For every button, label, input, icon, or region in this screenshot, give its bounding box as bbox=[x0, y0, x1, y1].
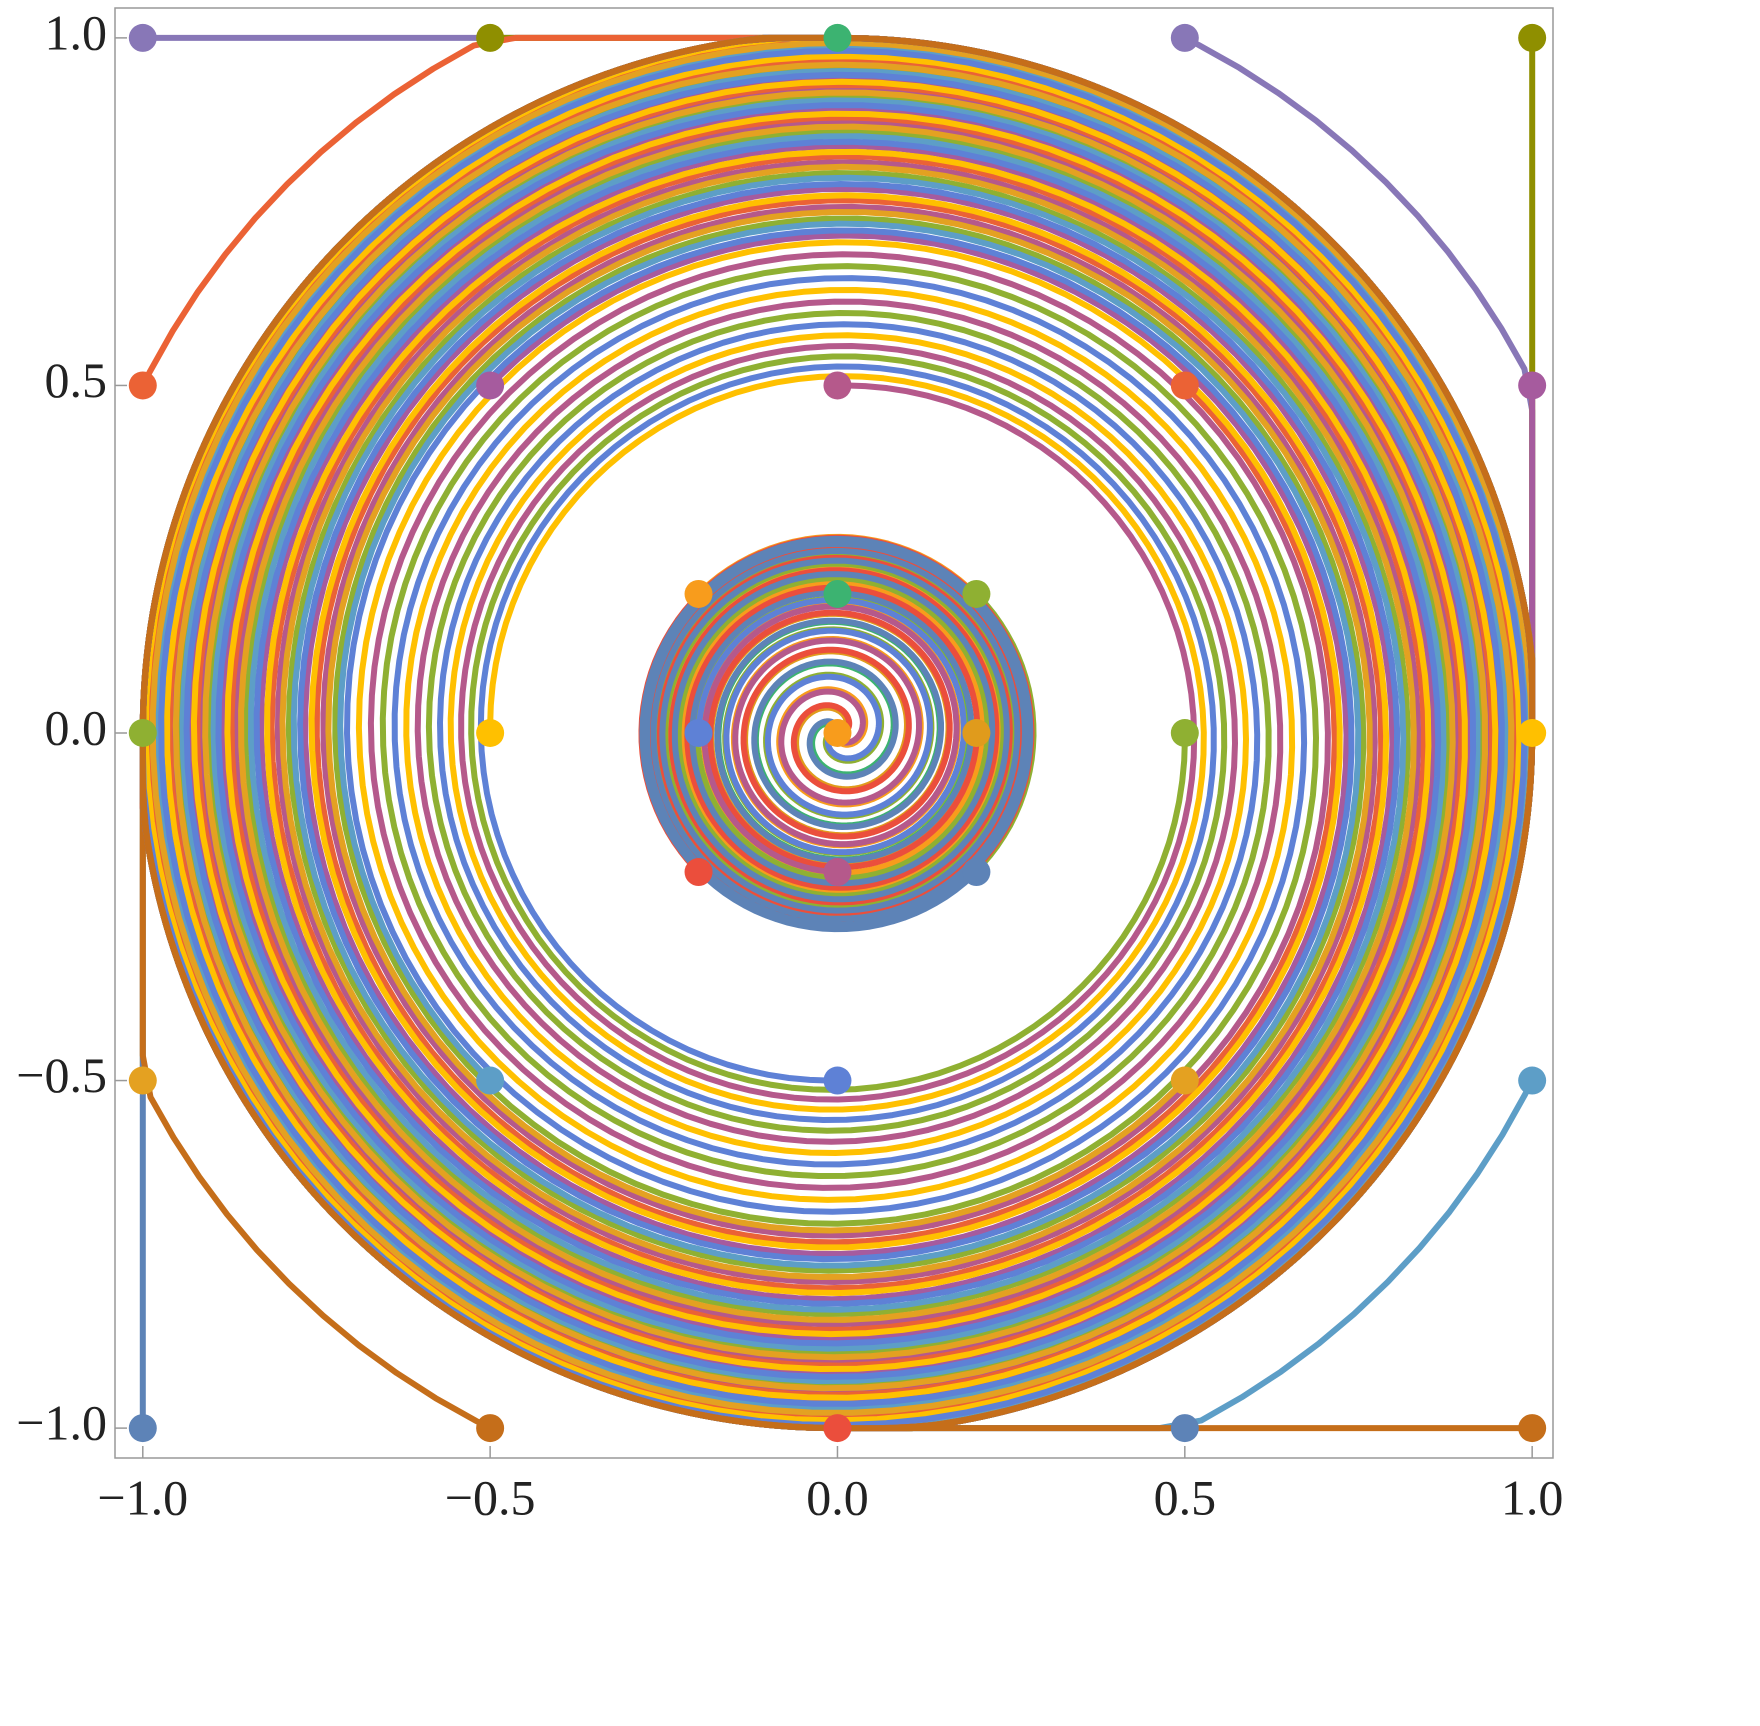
start-point bbox=[1170, 371, 1199, 400]
trajectory bbox=[639, 535, 1034, 933]
x-tick-label: 1.0 bbox=[1501, 1469, 1564, 1525]
start-point bbox=[476, 1066, 505, 1095]
start-point bbox=[1518, 23, 1547, 52]
start-point bbox=[823, 371, 852, 400]
trajectories bbox=[139, 34, 1536, 1432]
start-point bbox=[128, 1414, 157, 1443]
start-point bbox=[1170, 719, 1199, 747]
y-tick-label: 0.0 bbox=[45, 699, 108, 755]
marks bbox=[128, 23, 1547, 1443]
trajectory bbox=[139, 34, 1536, 1432]
start-point bbox=[823, 1414, 852, 1443]
y-tick-label: −0.5 bbox=[16, 1047, 107, 1103]
y-tick-label: 0.5 bbox=[45, 352, 108, 408]
start-point bbox=[476, 23, 505, 52]
start-point bbox=[1518, 1066, 1547, 1095]
start-point bbox=[684, 858, 713, 887]
start-point bbox=[962, 858, 991, 887]
x-tick-label: −0.5 bbox=[445, 1469, 536, 1525]
start-point bbox=[962, 719, 991, 747]
start-point bbox=[128, 371, 157, 400]
start-point bbox=[1518, 1414, 1547, 1443]
start-point bbox=[684, 579, 713, 608]
start-point bbox=[823, 1066, 852, 1095]
start-point bbox=[823, 23, 852, 52]
start-point bbox=[1170, 1414, 1199, 1443]
x-tick-label: 0.0 bbox=[806, 1469, 869, 1525]
x-tick-label: 0.5 bbox=[1154, 1469, 1217, 1525]
start-point bbox=[1518, 371, 1547, 400]
start-point bbox=[476, 719, 505, 747]
start-point bbox=[1518, 719, 1547, 747]
x-tick-label: −1.0 bbox=[97, 1469, 188, 1525]
start-point bbox=[1170, 1066, 1199, 1095]
start-point bbox=[684, 719, 713, 747]
start-point bbox=[128, 23, 157, 52]
y-tick-label: −1.0 bbox=[16, 1395, 107, 1451]
start-point bbox=[476, 1414, 505, 1443]
start-point bbox=[128, 719, 157, 747]
start-point bbox=[823, 719, 852, 747]
y-tick-label: 1.0 bbox=[45, 4, 108, 60]
start-point bbox=[962, 579, 991, 608]
start-point bbox=[823, 858, 852, 887]
start-point bbox=[128, 1066, 157, 1095]
start-point bbox=[1170, 23, 1199, 52]
start-point bbox=[823, 579, 852, 608]
start-point bbox=[476, 371, 505, 400]
